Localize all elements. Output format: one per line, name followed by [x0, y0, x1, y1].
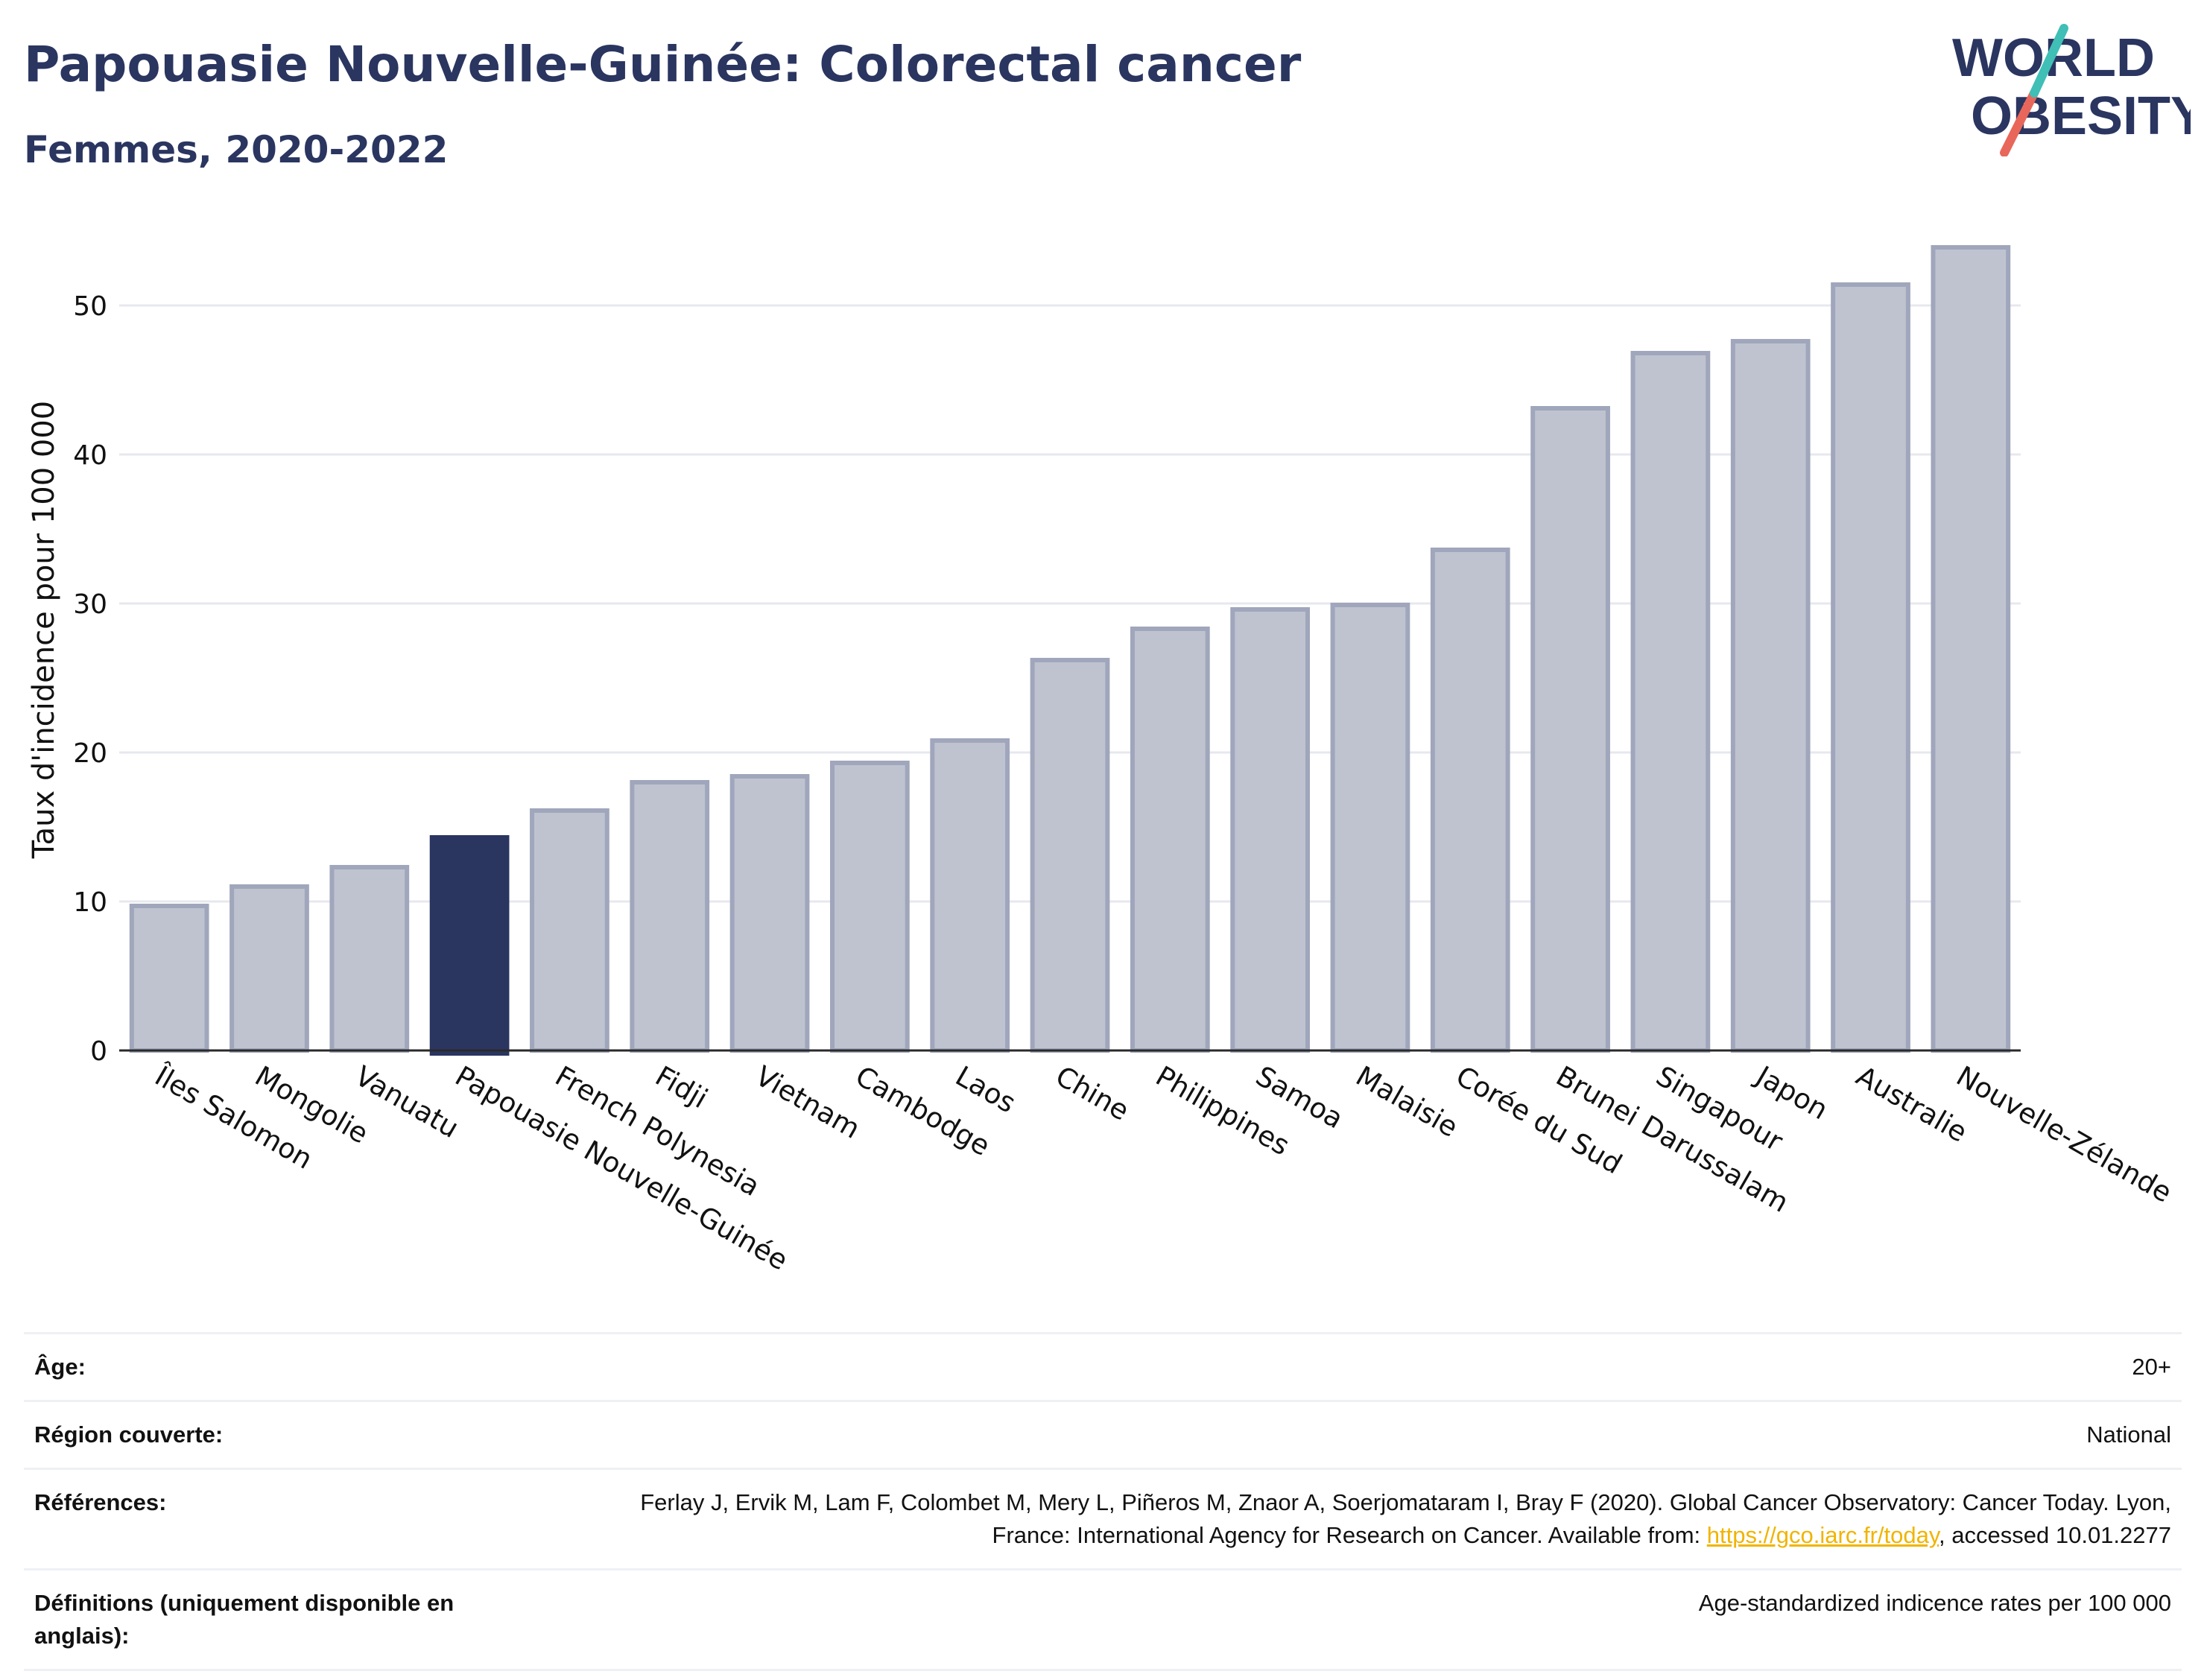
y-tick-label: 30	[73, 589, 107, 620]
references-text: Ferlay J, Ervik M, Lam F, Colombet M, Me…	[640, 1489, 2171, 1548]
x-tick-label: Corée du Sud	[1451, 1060, 1627, 1181]
age-value: 20+	[2132, 1354, 2171, 1380]
x-tick-label: Nouvelle-Zélande	[1951, 1060, 2177, 1209]
bar-samoa	[1230, 607, 1311, 1053]
logo-slash-teal	[2030, 24, 2068, 98]
bar-japon	[1730, 339, 1811, 1053]
chart-subtitle: Femmes, 2020-2022	[24, 128, 449, 171]
x-tick-label: Vietnam	[750, 1060, 866, 1145]
bar-îles-salomon	[129, 904, 209, 1053]
bar-corée-du-sud	[1430, 548, 1510, 1053]
bar-french-polynesia	[530, 808, 609, 1053]
bar-chart: 0 10 20 30 40 50 Îles SalomonMongolieVanuatuP…	[27, 245, 2177, 1277]
definitions-value: Age-standardized indicence rates per 100…	[1698, 1590, 2171, 1616]
x-tick-label: Laos	[950, 1060, 1021, 1120]
bar-australie	[1831, 282, 1910, 1053]
bar-papouasie-nouvelle-guinée	[429, 835, 510, 1056]
references-link[interactable]: https://gco.iarc.fr/today	[1706, 1522, 1939, 1548]
bar-nouvelle-zélande	[1931, 245, 2011, 1053]
bar-malaisie	[1330, 603, 1410, 1053]
logo-word-obesity: OBESITY	[1971, 86, 2191, 146]
logo-slash-red	[2000, 89, 2039, 156]
y-tick-label: 50	[73, 291, 107, 322]
y-axis: 0 10 20 30 40 50	[73, 291, 107, 1067]
bar-mongolie	[229, 884, 309, 1053]
bar-cambodge	[830, 761, 910, 1053]
chart-title: Papouasie Nouvelle-Guinée: Colorectal ca…	[24, 36, 1302, 93]
y-tick-label: 10	[73, 887, 107, 918]
x-tick-label: Chine	[1051, 1060, 1135, 1127]
references-accessed: , accessed 10.01.2277	[1939, 1522, 2171, 1548]
age-label: Âge:	[34, 1354, 86, 1380]
bar-vanuatu	[329, 865, 410, 1053]
x-tick-label: Malaisie	[1350, 1060, 1463, 1144]
bar-vietnam	[729, 774, 810, 1053]
meta-row-region: Région couverte: National	[24, 1400, 2182, 1468]
definitions-label: Définitions (uniquement disponible en an…	[34, 1590, 455, 1649]
y-tick-label: 0	[90, 1036, 107, 1067]
meta-row-age: Âge: 20+	[24, 1332, 2182, 1400]
region-label: Région couverte:	[34, 1421, 224, 1448]
bar-laos	[930, 738, 1010, 1053]
x-tick-label: Australie	[1851, 1060, 1972, 1149]
bar-chine	[1030, 658, 1110, 1053]
references-label: Références:	[34, 1489, 167, 1515]
metadata-table: Âge: 20+ Région couverte: National Référ…	[24, 1332, 2182, 1671]
x-tick-label: Fidji	[650, 1060, 713, 1115]
meta-row-references: Références: Ferlay J, Ervik M, Lam F, Co…	[24, 1468, 2182, 1568]
meta-row-definitions: Définitions (uniquement disponible en an…	[24, 1568, 2182, 1671]
region-value: National	[2086, 1421, 2171, 1448]
bar-philippines	[1130, 627, 1210, 1053]
bar-fidji	[630, 780, 710, 1053]
y-tick-label: 20	[73, 738, 107, 769]
world-obesity-logo: WORLD OBESITY	[1952, 24, 2191, 156]
y-tick-label: 40	[73, 440, 107, 471]
y-axis-label: Taux d'incidence pour 100 000	[27, 401, 61, 859]
bar-brunei-darussalam	[1530, 406, 1610, 1053]
references-value: Ferlay J, Ervik M, Lam F, Colombet M, Me…	[592, 1486, 2171, 1552]
bars	[129, 245, 2011, 1056]
bar-singapour	[1630, 351, 1711, 1053]
